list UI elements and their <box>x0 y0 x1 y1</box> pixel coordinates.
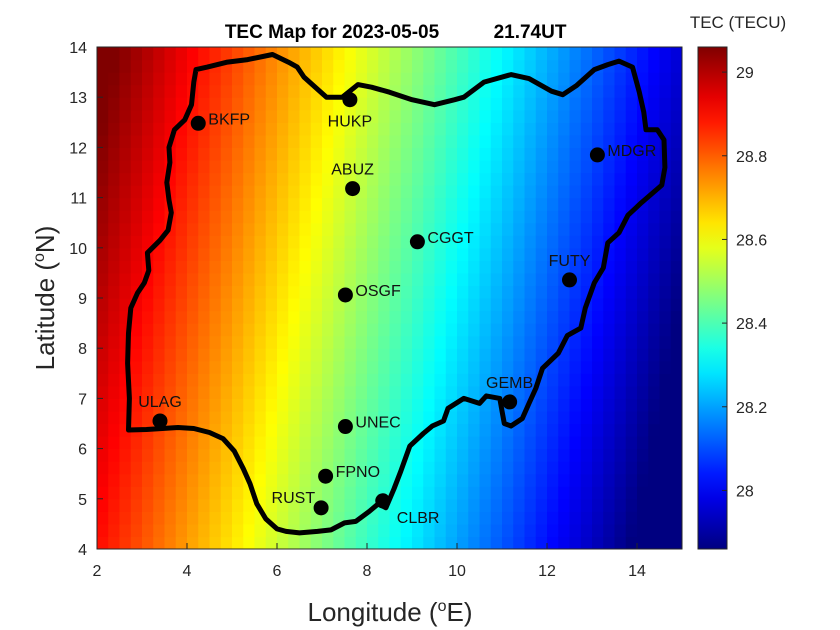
station-marker-unec <box>337 419 353 435</box>
station-label-cggt: CGGT <box>427 230 473 247</box>
station-marker-gemb <box>502 394 518 410</box>
station-markers: BKFP HUKP MDGR ABUZ CGGT FUTY OSGF GEMB ULAG UNEC… <box>138 92 656 527</box>
station-label-unec: UNEC <box>355 415 400 432</box>
station-marker-abuz <box>345 181 361 197</box>
station-label-clbr: CLBR <box>397 510 440 527</box>
y-axis-label: Latitude (oN) <box>30 226 60 371</box>
station-label-gemb: GEMB <box>486 375 533 392</box>
y-tick-label: 12 <box>69 140 87 157</box>
station-marker-osgf <box>337 287 353 303</box>
x-tick-label: 14 <box>628 563 646 580</box>
station-marker-futy <box>562 272 577 288</box>
y-tick-label: 4 <box>78 542 87 559</box>
colorbar-tick-label: 28.4 <box>736 316 767 333</box>
station-marker-bkfp <box>190 115 206 131</box>
station-marker-rust <box>313 500 329 516</box>
colorbar-tick-label: 28.2 <box>736 400 767 417</box>
station-label-hukp: HUKP <box>328 114 372 131</box>
plot-title-date: TEC Map for 2023-05-05 <box>225 22 440 43</box>
station-label-bkfp: BKFP <box>208 111 250 128</box>
x-tick-label: 12 <box>538 563 556 580</box>
x-tick-label: 8 <box>363 563 372 580</box>
station-label-rust: RUST <box>272 490 316 507</box>
station-marker-mdgr <box>589 147 605 163</box>
y-tick-label: 6 <box>78 442 87 459</box>
y-tick-label: 5 <box>78 492 87 509</box>
station-marker-clbr <box>375 493 391 509</box>
colorbar <box>697 46 728 550</box>
station-marker-hukp <box>342 92 358 108</box>
colorbar-title: TEC (TECU) <box>690 13 786 32</box>
station-label-osgf: OSGF <box>355 283 401 300</box>
colorbar-tick-label: 28 <box>736 483 754 500</box>
station-label-abuz: ABUZ <box>331 162 374 179</box>
x-axis-ticks: 2 4 6 8 10 12 14 <box>93 543 646 580</box>
colorbar-tick-label: 28.6 <box>736 232 767 249</box>
y-tick-label: 14 <box>69 40 87 57</box>
colorbar-tick-label: 29 <box>736 65 754 82</box>
x-tick-label: 10 <box>448 563 466 580</box>
y-axis-ticks: 4 5 6 7 8 9 10 11 12 13 14 <box>69 40 103 559</box>
station-label-futy: FUTY <box>549 253 591 270</box>
tec-heatmap <box>97 47 682 549</box>
colorbar-tick-label: 28.8 <box>736 149 767 166</box>
x-tick-label: 4 <box>183 563 192 580</box>
x-axis-label: Longitude (oE) <box>307 597 472 627</box>
y-tick-label: 9 <box>78 291 87 308</box>
colorbar-ticks: 28 28.2 28.4 28.6 28.8 29 <box>722 65 767 500</box>
y-tick-label: 10 <box>69 241 87 258</box>
x-tick-label: 6 <box>273 563 282 580</box>
station-marker-fpno <box>318 468 334 484</box>
x-tick-label: 2 <box>93 563 102 580</box>
station-marker-ulag <box>152 413 168 429</box>
station-marker-cggt <box>409 234 425 250</box>
y-tick-label: 8 <box>78 341 87 358</box>
y-tick-label: 11 <box>70 191 87 208</box>
y-tick-label: 13 <box>69 90 87 107</box>
plot-title-time: 21.74UT <box>494 22 567 43</box>
station-label-fpno: FPNO <box>336 464 380 481</box>
y-tick-label: 7 <box>78 391 87 408</box>
station-label-ulag: ULAG <box>138 394 182 411</box>
nigeria-boundary <box>125 52 668 536</box>
station-label-mdgr: MDGR <box>607 143 656 160</box>
